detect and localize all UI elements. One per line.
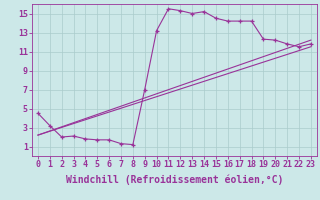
X-axis label: Windchill (Refroidissement éolien,°C): Windchill (Refroidissement éolien,°C)	[66, 175, 283, 185]
